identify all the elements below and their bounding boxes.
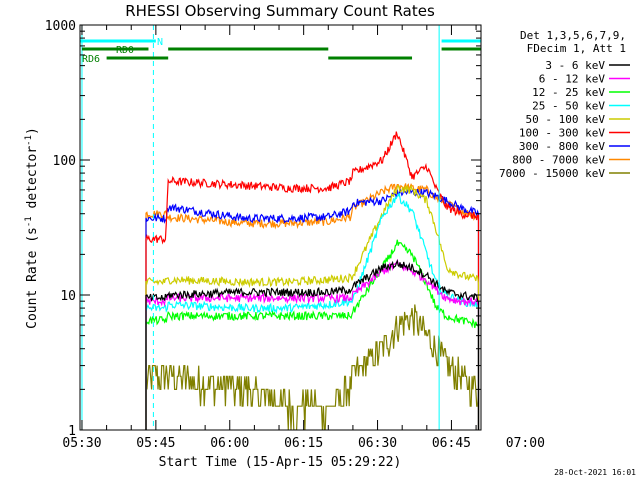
- y-axis: 1 10 100 1000: [45, 19, 481, 439]
- x-axis: 05:30 05:45 06:00 06:15 06:30 06:45 07:00: [62, 25, 545, 451]
- series-line-3to6keV: [145, 259, 480, 430]
- x-tick-label: 06:45: [432, 436, 471, 451]
- legend-label: 12 - 25 keV: [532, 86, 605, 99]
- series-line-7000to15000keV: [145, 304, 480, 430]
- legend-label: 300 - 800 keV: [519, 140, 605, 153]
- legend: Det 1,3,5,6,7,9,FDecim 1, Att 1 3 - 6 keV…: [499, 29, 630, 180]
- attenuator-bars: N RD0 RD6: [80, 37, 481, 65]
- x-tick-label: 07:00: [506, 436, 545, 451]
- flag-label-RD6: RD6: [82, 54, 100, 65]
- x-tick-label: 06:00: [210, 436, 249, 451]
- x-axis-label: Start Time (15-Apr-15 05:29:22): [159, 455, 402, 470]
- x-tick-label: 05:45: [136, 436, 175, 451]
- legend-label: 3 - 6 keV: [545, 59, 605, 72]
- y-axis-label: Count Rate (s-1 detector-1): [24, 127, 40, 329]
- series-line-25to50keV: [145, 192, 480, 430]
- y-tick-label: 100: [53, 154, 76, 169]
- y-tick-label: 1: [68, 424, 76, 439]
- flag-label-N: N: [157, 37, 163, 48]
- series-layer: [145, 131, 480, 430]
- series-line-300to800keV: [145, 188, 480, 430]
- flag-label-RD0: RD0: [116, 45, 134, 56]
- y-tick-label: 1000: [45, 19, 76, 34]
- legend-header: Det 1,3,5,6,7,9,: [520, 29, 626, 42]
- series-line-50to100keV: [145, 184, 480, 430]
- x-tick-label: 06:30: [358, 436, 397, 451]
- legend-label: 7000 - 15000 keV: [499, 167, 605, 180]
- x-tick-label: 06:15: [284, 436, 323, 451]
- chart-title: RHESSI Observing Summary Count Rates: [125, 2, 435, 20]
- generation-date: 28-Oct-2021 16:01: [554, 468, 636, 477]
- x-tick-label: 05:30: [62, 436, 101, 451]
- legend-label: 50 - 100 keV: [526, 113, 606, 126]
- orbit-markers: [81, 25, 482, 430]
- legend-label: 6 - 12 keV: [539, 73, 606, 86]
- legend-label: 800 - 7000 keV: [512, 154, 605, 167]
- legend-label: 25 - 50 keV: [532, 100, 605, 113]
- y-tick-label: 10: [60, 289, 76, 304]
- legend-label: 100 - 300 keV: [519, 127, 605, 140]
- legend-header: FDecim 1, Att 1: [527, 42, 626, 55]
- plot-frame: [79, 24, 482, 431]
- series-line-100to300keV: [145, 131, 480, 430]
